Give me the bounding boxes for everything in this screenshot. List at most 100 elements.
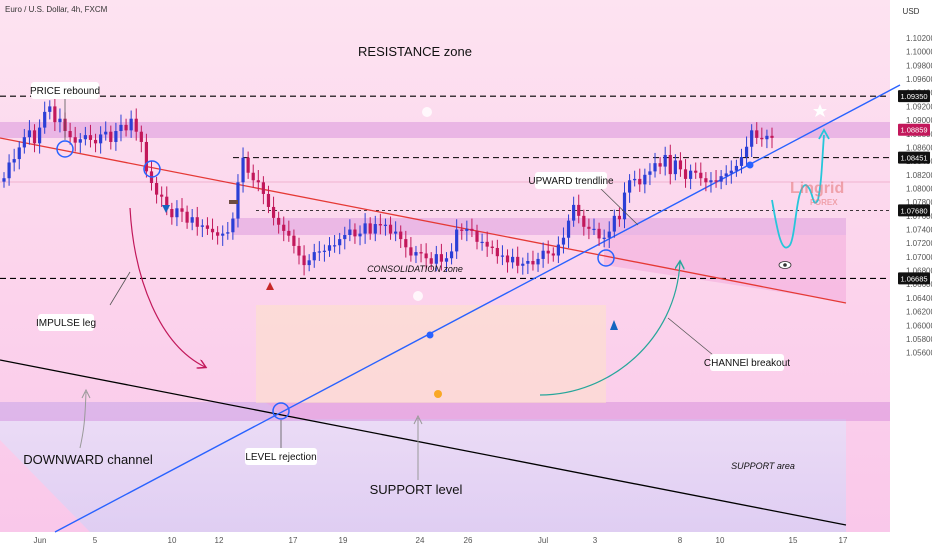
support-area-zone bbox=[0, 402, 846, 532]
candle-body bbox=[709, 180, 713, 183]
channel-level-band bbox=[233, 218, 846, 235]
candle-body bbox=[292, 235, 296, 246]
candle-body bbox=[607, 231, 611, 238]
x-tick-label: 17 bbox=[839, 536, 848, 545]
level-badge bbox=[898, 204, 930, 217]
upward-trendline-box bbox=[535, 172, 607, 189]
candle-body bbox=[2, 178, 6, 182]
candle-body bbox=[139, 131, 143, 142]
candle-body bbox=[770, 135, 774, 138]
rejection-circle bbox=[272, 402, 290, 420]
candle-body bbox=[424, 253, 428, 259]
x-tick-label: 12 bbox=[215, 536, 224, 545]
candle-body bbox=[429, 258, 433, 264]
candle-body bbox=[170, 209, 174, 218]
candle-body bbox=[485, 241, 489, 247]
y-tick-label: 1.09800 bbox=[906, 61, 932, 70]
y-tick-label: 1.08600 bbox=[906, 143, 932, 152]
breakout-circle bbox=[597, 249, 615, 267]
candle-body bbox=[261, 182, 265, 194]
candle-body bbox=[627, 180, 632, 193]
clock-icon-2 bbox=[413, 291, 423, 301]
x-tick-label: 26 bbox=[464, 536, 473, 545]
candle-body bbox=[73, 137, 77, 143]
candle-body bbox=[7, 162, 11, 179]
candle-body bbox=[53, 106, 57, 123]
consolidation-zone-label: CONSOLIDATION zone bbox=[367, 264, 463, 274]
candle-body bbox=[439, 254, 444, 262]
y-tick-label: 1.09200 bbox=[906, 102, 932, 111]
consolidation-box bbox=[256, 305, 606, 403]
candle-body bbox=[129, 118, 133, 131]
candle-body bbox=[399, 231, 403, 240]
level-rejection-label: LEVEL rejection bbox=[245, 452, 316, 463]
support-area-label: SUPPORT area bbox=[731, 461, 795, 471]
candle-body bbox=[251, 172, 255, 181]
callout-line-breakout bbox=[667, 317, 714, 356]
candle-body bbox=[724, 173, 728, 177]
y-tick-label: 1.05800 bbox=[906, 335, 932, 344]
candle-body bbox=[536, 258, 540, 265]
candle-body bbox=[205, 225, 210, 229]
time-axis-panel bbox=[0, 532, 890, 550]
candle-body bbox=[358, 233, 362, 237]
candle-body bbox=[511, 256, 515, 263]
candle-body bbox=[668, 154, 672, 175]
candle-body bbox=[765, 135, 769, 140]
x-tick-label: 10 bbox=[168, 536, 177, 545]
candle-body bbox=[180, 208, 184, 212]
support-level-band bbox=[0, 402, 890, 421]
y-tick-label: 1.06200 bbox=[906, 308, 932, 317]
candle-body bbox=[297, 245, 301, 256]
y-tick-label: 1.10200 bbox=[906, 34, 932, 43]
downward-channel-upper-line[interactable] bbox=[0, 137, 847, 304]
candle-body bbox=[307, 260, 311, 266]
candle-body bbox=[343, 234, 347, 240]
candle-body bbox=[165, 196, 169, 209]
candle-body bbox=[83, 135, 87, 140]
x-tick-label: 19 bbox=[339, 536, 348, 545]
candle-body bbox=[658, 163, 662, 167]
current-price-badge bbox=[898, 123, 930, 136]
callout-line-impulse bbox=[109, 271, 131, 306]
candle-body bbox=[22, 137, 26, 148]
upward-trendline[interactable] bbox=[54, 84, 901, 533]
candle-body bbox=[505, 255, 510, 263]
candle-body bbox=[592, 228, 596, 231]
candle-body bbox=[648, 171, 652, 175]
candle-body bbox=[109, 131, 113, 142]
candle-body bbox=[409, 247, 413, 256]
projected-arrow-head bbox=[818, 128, 830, 140]
candle-body bbox=[653, 163, 657, 172]
y-tick-label: 1.06400 bbox=[906, 294, 932, 303]
candle-body bbox=[216, 232, 220, 236]
candle-body bbox=[460, 229, 464, 231]
downward-channel-lower-line[interactable] bbox=[0, 359, 847, 526]
channel-breakout-arrow bbox=[539, 262, 680, 396]
candle-body bbox=[48, 106, 52, 112]
support-level-label: SUPPORT level bbox=[370, 482, 463, 497]
x-tick-label: Jun bbox=[34, 536, 47, 545]
candle-body bbox=[490, 246, 494, 248]
trendline-touch-dot-2 bbox=[746, 161, 754, 169]
impulse-leg-label: IMPULSE leg bbox=[36, 318, 96, 329]
watermark-sub: FOREX bbox=[810, 198, 838, 207]
level-badge bbox=[898, 151, 930, 164]
candle-body bbox=[694, 170, 698, 173]
channel-breakout-box bbox=[710, 354, 784, 371]
y-tick-label: 1.06000 bbox=[906, 321, 932, 330]
x-tick-label: 10 bbox=[716, 536, 725, 545]
impulse-leg-arrow bbox=[129, 207, 205, 367]
rebound-circle-1 bbox=[56, 140, 74, 158]
candle-body bbox=[266, 193, 271, 207]
candle-body bbox=[673, 160, 677, 175]
candle-body bbox=[210, 228, 215, 233]
candle-body bbox=[744, 146, 749, 158]
warning-icon bbox=[266, 282, 274, 290]
time-axis[interactable]: Jun 5 10 12 17 19 24 26 Jul 3 8 10 15 17 bbox=[34, 536, 848, 545]
candle-body bbox=[617, 215, 622, 220]
candle-body bbox=[43, 111, 47, 128]
star-icon bbox=[813, 104, 827, 117]
candle-body bbox=[729, 170, 733, 174]
